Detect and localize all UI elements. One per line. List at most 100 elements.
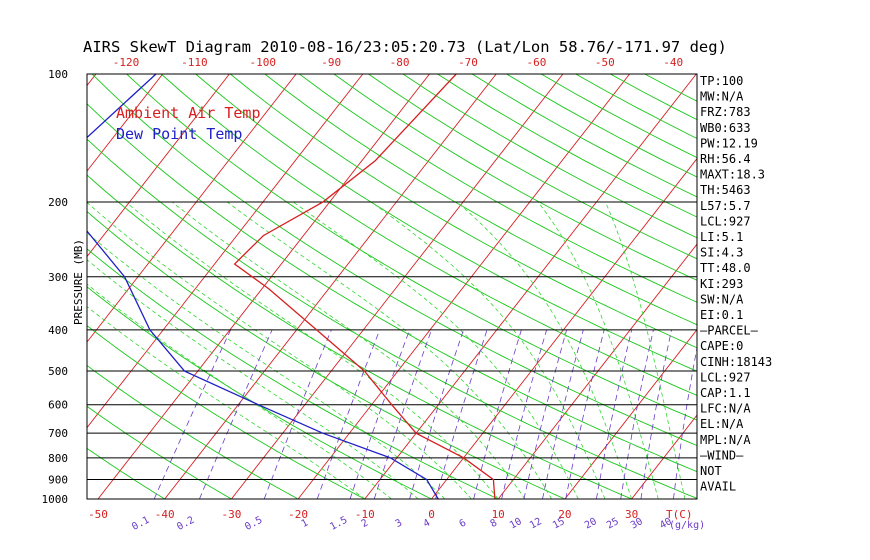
dry-adiabat-line [160, 74, 697, 396]
top-temp-tick-label: -100 [250, 56, 277, 69]
dry-adiabat-line [87, 405, 233, 499]
isotherm-line [97, 74, 430, 499]
isotherm-line [364, 74, 697, 499]
dry-adiabat-line [87, 447, 166, 499]
legend: Ambient Air Temp Dew Point Temp [116, 104, 261, 143]
index-entry: EI:0.1 [700, 308, 743, 322]
mixing-ratio-line [373, 329, 432, 499]
mixing-ratio-line [596, 329, 632, 499]
mixing-ratio-unit-label: (g/kg) [669, 520, 705, 531]
index-entry: FRZ:783 [700, 105, 751, 119]
bottom-temp-tick-label: 30 [625, 508, 638, 521]
isotherm-line [87, 74, 297, 343]
moist-adiabat-line [605, 201, 686, 499]
index-entry: —PARCEL— [700, 324, 759, 338]
moist-adiabat-line [371, 201, 606, 499]
top-temp-tick-label: -120 [113, 56, 140, 69]
dry-adiabat-line [264, 74, 697, 326]
moist-adiabat-line [226, 201, 552, 499]
index-entry: LCL:927 [700, 370, 751, 384]
isotherm-line [87, 74, 364, 429]
isotherm-line [0, 74, 29, 499]
pressure-tick-label: 700 [48, 427, 68, 440]
dry-adiabat-line [87, 210, 567, 499]
mixing-ratio-line [316, 329, 381, 499]
index-entry: AVAIL [700, 480, 736, 494]
plot-frame [86, 73, 698, 500]
axes: 1002003004005006007008009001000PRESSURE … [42, 56, 706, 533]
index-entry: TP:100 [700, 74, 743, 88]
mixing-ratio-tick-label: 0.2 [175, 515, 196, 533]
moist-adiabat-line [87, 232, 446, 499]
mixing-ratio-tick-label: 0.1 [130, 515, 151, 533]
pressure-tick-label: 500 [48, 365, 68, 378]
mixing-ratio-tick-label: 0.5 [243, 515, 264, 533]
mixing-ratio-tick-label: 40 [658, 516, 674, 531]
mixing-ratio-line [523, 329, 567, 499]
mixing-ratio-tick-label: 6 [458, 518, 468, 531]
isotherm-line [832, 74, 870, 499]
dry-adiabat-line [125, 74, 697, 421]
pressure-tick-label: 200 [48, 196, 68, 209]
isotherm-line [765, 74, 870, 499]
index-entry: RH:56.4 [700, 152, 751, 166]
mixing-ratio-line [542, 329, 584, 499]
isotherm-line [497, 243, 697, 499]
index-entry: CAPE:0 [700, 339, 743, 353]
mixing-ratio-line [153, 329, 231, 499]
mixing-ratio-tick-label: 25 [605, 516, 621, 531]
moist-adiabat-line [171, 201, 526, 499]
dry-adiabat-line [87, 248, 500, 499]
pressure-tick-label: 600 [48, 399, 68, 412]
index-entry: MAXT:18.3 [700, 168, 765, 182]
index-entry: CINH:18143 [700, 355, 772, 369]
index-entry: SW:N/A [700, 292, 744, 306]
dew-point-temp-line [87, 74, 439, 499]
dry-adiabat-line [87, 103, 697, 473]
pressure-tick-label: 400 [48, 324, 68, 337]
dry-adiabat-line [87, 325, 366, 499]
mixing-ratio-tick-label: 1 [300, 518, 310, 531]
index-entry: TH:5463 [700, 183, 751, 197]
mixing-ratio-tick-label: 2 [360, 518, 370, 531]
dry-adiabat-line [87, 364, 300, 499]
top-temp-tick-label: -90 [321, 56, 341, 69]
chart-title: AIRS SkewT Diagram 2010-08-16/23:05:20.7… [83, 38, 727, 56]
index-entry: LCL:927 [700, 214, 751, 228]
index-entry: KI:293 [700, 277, 743, 291]
mixing-ratio-tick-label: 4 [422, 518, 432, 531]
top-temp-tick-label: -70 [458, 56, 478, 69]
moist-adiabat-line [87, 283, 392, 499]
dry-adiabat-line [87, 174, 633, 499]
dry-adiabat-line [333, 74, 697, 281]
index-entry: WB0:633 [700, 121, 751, 135]
pressure-tick-label: 300 [48, 271, 68, 284]
dry-adiabat-line [91, 74, 697, 447]
mixing-ratio-tick-label: 8 [489, 518, 499, 531]
index-entry: MPL:N/A [700, 433, 751, 447]
top-temp-tick-label: -50 [595, 56, 615, 69]
pressure-tick-label: 1000 [42, 493, 69, 506]
isotherm-line [297, 74, 630, 499]
top-temp-tick-label: -110 [181, 56, 208, 69]
top-temp-tick-label: -80 [390, 56, 410, 69]
index-entry: PW:12.19 [700, 136, 758, 150]
legend-entry: Dew Point Temp [116, 125, 242, 143]
index-entry: L57:5.7 [700, 199, 751, 213]
mixing-ratio-tick-label: 20 [583, 516, 599, 531]
index-entry: MW:N/A [700, 90, 744, 104]
dry-adiabat-line [229, 74, 697, 349]
top-temp-tick-label: -40 [663, 56, 683, 69]
bottom-temp-tick-label: -30 [221, 508, 241, 521]
index-entry: —WIND— [700, 448, 744, 462]
mixing-ratio-line [435, 329, 488, 499]
mixing-ratio-tick-label: 12 [528, 516, 544, 531]
moist-adiabat-line [87, 259, 419, 499]
index-entry: TT:48.0 [700, 261, 751, 275]
mixing-ratio-tick-label: 1.5 [328, 515, 349, 533]
index-entry: NOT [700, 464, 722, 478]
mixing-ratio-line [640, 329, 672, 499]
isotherm-line [87, 74, 230, 258]
